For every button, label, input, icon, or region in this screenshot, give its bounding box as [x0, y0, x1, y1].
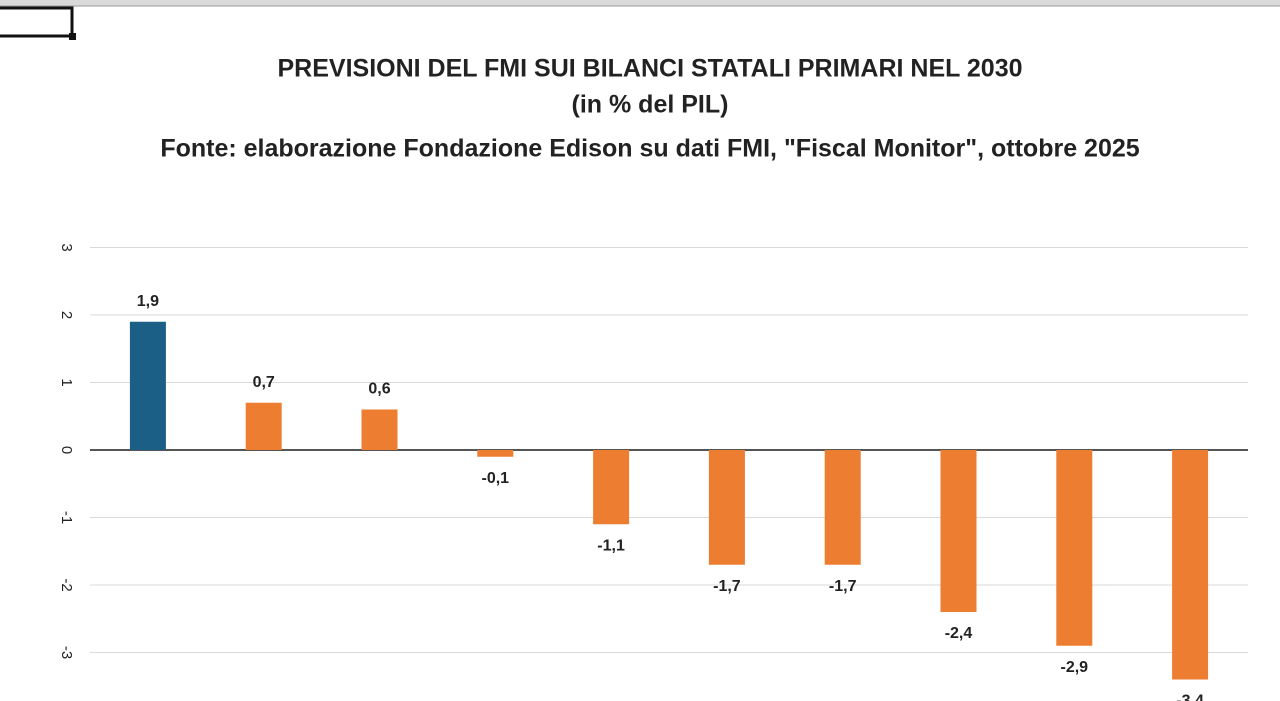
- bar: [940, 450, 977, 612]
- chart-title: PREVISIONI DEL FMI SUI BILANCI STATALI P…: [278, 55, 1023, 83]
- value-label: -1,1: [597, 537, 625, 554]
- bar: [1172, 450, 1209, 680]
- value-label: -1,7: [829, 578, 857, 595]
- y-tick-label: 3: [58, 243, 75, 251]
- chart-source: Fonte: elaborazione Fondazione Edison su…: [160, 135, 1139, 163]
- value-label: 0,6: [368, 381, 390, 398]
- y-tick-label: 1: [58, 378, 75, 386]
- y-tick-label: 0: [58, 446, 75, 454]
- y-tick-label: 2: [58, 311, 75, 319]
- y-tick-label: -1: [58, 511, 75, 524]
- bar: [361, 409, 398, 450]
- cell-selection: [0, 6, 74, 38]
- y-tick-label: -2: [58, 578, 75, 591]
- bar: [708, 450, 745, 565]
- value-label: -2,4: [945, 625, 973, 642]
- value-label: 0,7: [253, 374, 275, 391]
- value-label: 1,9: [137, 293, 159, 310]
- bar: [1056, 450, 1093, 646]
- value-label: -3,4: [1176, 693, 1204, 701]
- chart-subtitle: (in % del PIL): [572, 91, 729, 119]
- bar: [129, 321, 166, 450]
- y-tick-label: -3: [58, 646, 75, 659]
- value-label: -0,1: [482, 470, 510, 487]
- fill-handle: [69, 33, 76, 40]
- value-label: -2,9: [1061, 659, 1089, 676]
- bar: [824, 450, 861, 565]
- value-label: -1,7: [713, 578, 741, 595]
- sheet-header: [0, 0, 1280, 6]
- bar: [245, 402, 282, 450]
- bar: [593, 450, 630, 525]
- bar: [477, 450, 514, 457]
